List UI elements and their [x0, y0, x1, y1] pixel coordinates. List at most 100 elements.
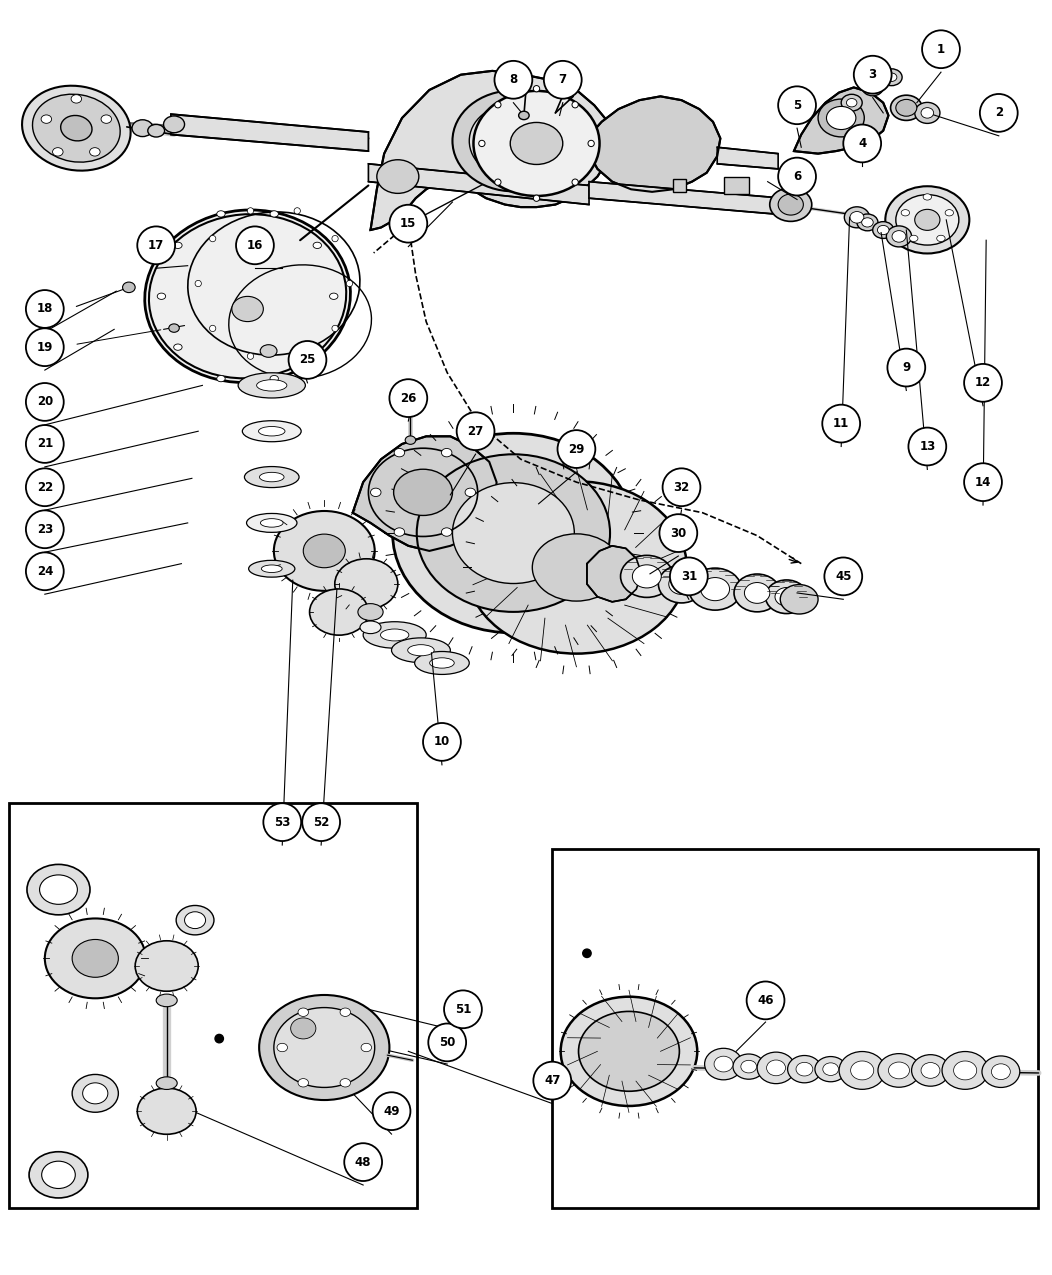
Circle shape — [494, 102, 501, 108]
Ellipse shape — [896, 99, 917, 116]
Circle shape — [663, 468, 701, 506]
Ellipse shape — [298, 1009, 308, 1016]
Ellipse shape — [902, 209, 910, 215]
Ellipse shape — [842, 94, 863, 111]
Ellipse shape — [231, 296, 263, 321]
Ellipse shape — [361, 1043, 371, 1052]
Text: 52: 52 — [312, 816, 329, 829]
Ellipse shape — [839, 1052, 886, 1089]
Ellipse shape — [745, 583, 770, 603]
Ellipse shape — [123, 282, 135, 292]
Circle shape — [923, 31, 959, 68]
Circle shape — [215, 1034, 223, 1043]
Text: 48: 48 — [355, 1155, 371, 1169]
Ellipse shape — [174, 344, 182, 351]
Ellipse shape — [184, 912, 205, 928]
Text: 14: 14 — [975, 476, 991, 488]
Ellipse shape — [329, 293, 338, 300]
Text: 2: 2 — [995, 106, 1003, 120]
Ellipse shape — [290, 1017, 316, 1039]
Polygon shape — [370, 71, 612, 230]
Ellipse shape — [244, 467, 299, 487]
Ellipse shape — [429, 658, 454, 668]
Circle shape — [533, 85, 540, 92]
Ellipse shape — [393, 469, 452, 515]
Circle shape — [195, 280, 201, 287]
Ellipse shape — [936, 236, 945, 241]
Circle shape — [428, 1024, 466, 1061]
Ellipse shape — [83, 1082, 108, 1104]
Circle shape — [372, 1093, 410, 1130]
Ellipse shape — [137, 1088, 196, 1135]
Ellipse shape — [868, 83, 878, 92]
Circle shape — [26, 291, 64, 328]
Circle shape — [295, 353, 301, 360]
Text: 29: 29 — [568, 442, 585, 455]
Circle shape — [588, 140, 594, 147]
Ellipse shape — [863, 79, 884, 96]
Text: 32: 32 — [673, 481, 690, 493]
Circle shape — [823, 404, 861, 442]
Ellipse shape — [669, 574, 694, 594]
Ellipse shape — [335, 558, 398, 609]
Text: 16: 16 — [247, 238, 263, 252]
Ellipse shape — [851, 1061, 874, 1080]
Circle shape — [909, 427, 946, 465]
Ellipse shape — [473, 91, 600, 196]
Text: 45: 45 — [835, 570, 851, 583]
Ellipse shape — [174, 242, 182, 249]
Circle shape — [236, 227, 274, 264]
Ellipse shape — [714, 1056, 733, 1072]
Ellipse shape — [689, 569, 742, 611]
Text: 31: 31 — [681, 570, 697, 583]
Ellipse shape — [217, 210, 225, 217]
Ellipse shape — [261, 519, 283, 527]
Circle shape — [209, 325, 216, 332]
Circle shape — [263, 803, 301, 842]
Circle shape — [26, 328, 64, 366]
Ellipse shape — [309, 589, 368, 635]
Circle shape — [670, 557, 708, 595]
Ellipse shape — [922, 1062, 939, 1079]
Circle shape — [533, 1062, 571, 1099]
Ellipse shape — [277, 1043, 287, 1052]
Circle shape — [26, 382, 64, 421]
Circle shape — [247, 353, 254, 360]
Ellipse shape — [847, 98, 857, 107]
Ellipse shape — [147, 125, 164, 136]
Circle shape — [778, 158, 816, 195]
Circle shape — [389, 205, 427, 242]
Ellipse shape — [878, 1053, 920, 1088]
Ellipse shape — [701, 578, 729, 601]
Text: 23: 23 — [37, 523, 53, 536]
Ellipse shape — [532, 534, 621, 601]
Ellipse shape — [381, 629, 409, 641]
Ellipse shape — [442, 528, 452, 537]
Ellipse shape — [873, 222, 894, 238]
Ellipse shape — [33, 94, 120, 162]
Ellipse shape — [510, 122, 563, 164]
Ellipse shape — [892, 231, 906, 242]
Ellipse shape — [358, 603, 383, 621]
Circle shape — [288, 340, 326, 379]
Text: 20: 20 — [37, 395, 53, 408]
Ellipse shape — [469, 105, 558, 177]
Ellipse shape — [259, 994, 389, 1100]
Circle shape — [479, 140, 485, 147]
Circle shape — [389, 379, 427, 417]
Ellipse shape — [417, 454, 610, 612]
Ellipse shape — [781, 585, 818, 615]
Circle shape — [209, 236, 216, 242]
Text: 15: 15 — [400, 217, 417, 231]
Ellipse shape — [775, 588, 798, 606]
Ellipse shape — [886, 186, 969, 254]
Ellipse shape — [257, 380, 287, 391]
Polygon shape — [352, 436, 497, 551]
Ellipse shape — [132, 120, 153, 136]
Ellipse shape — [217, 375, 225, 381]
Ellipse shape — [27, 864, 90, 915]
Ellipse shape — [845, 207, 870, 228]
Polygon shape — [717, 148, 778, 168]
Ellipse shape — [370, 488, 381, 496]
Text: 6: 6 — [793, 170, 802, 184]
